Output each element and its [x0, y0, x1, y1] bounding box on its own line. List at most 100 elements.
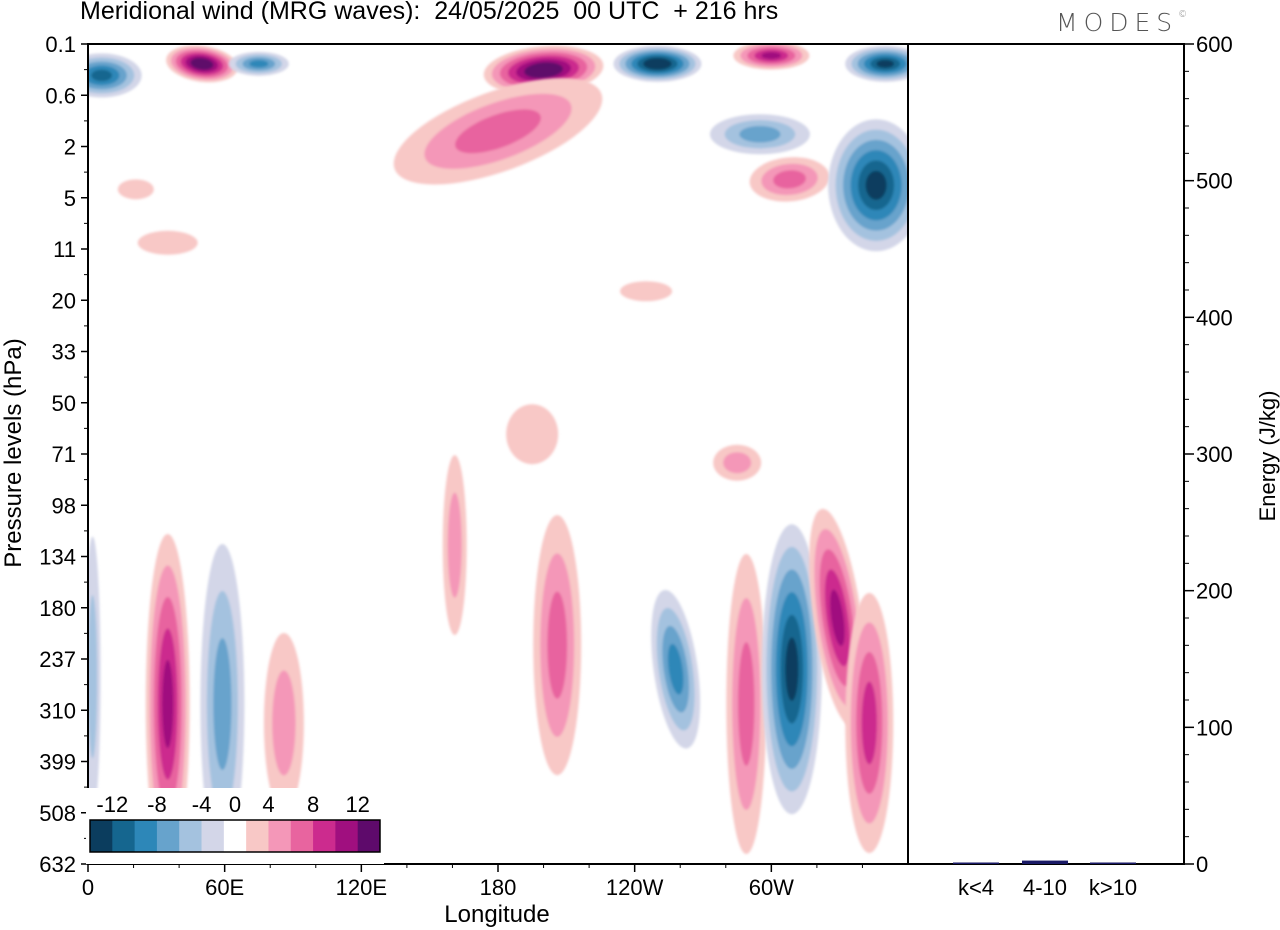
- x-tick-label: 60W: [749, 875, 794, 900]
- wind-feature: [393, 78, 603, 185]
- contour-band: [162, 659, 174, 749]
- x-tick-label: 120W: [606, 875, 664, 900]
- y-tick-label: 180: [39, 596, 76, 621]
- colorbar-swatch: [223, 820, 247, 852]
- y-tick-label: 5: [64, 186, 76, 211]
- contour-band: [649, 60, 666, 68]
- colorbar-swatch: [112, 820, 136, 852]
- y-tick-label: 20: [52, 288, 76, 313]
- contour-band: [620, 281, 673, 302]
- y-tick-label: 310: [39, 698, 76, 723]
- y-tick-label: 0.1: [45, 32, 76, 57]
- contour-band: [455, 109, 541, 154]
- contour-band: [739, 126, 781, 143]
- colorbar-swatch: [246, 820, 269, 852]
- y-tick-label: 33: [52, 340, 76, 365]
- wind-feature: [506, 404, 559, 465]
- energy-tick-label: 300: [1196, 442, 1233, 467]
- colorbar-swatch: [268, 820, 292, 852]
- wind-feature: [828, 119, 908, 252]
- energy-bar: [1022, 860, 1068, 864]
- colorbar-swatch: [357, 820, 381, 852]
- energy-category-label: k>10: [1089, 875, 1137, 900]
- wind-feature: [613, 45, 702, 82]
- contour-band: [447, 492, 462, 598]
- contour-band: [865, 170, 887, 200]
- contour-band: [667, 643, 684, 695]
- energy-axis-label: Energy (J/kg): [1255, 391, 1280, 522]
- logo-mark: ©: [1178, 10, 1188, 20]
- wind-feature: [263, 632, 304, 813]
- wind-feature: [533, 515, 582, 776]
- colorbar-tick-label: 4: [262, 792, 274, 817]
- y-tick-label: 0.6: [45, 83, 76, 108]
- colorbar-swatch: [179, 820, 203, 852]
- y-tick-label: 237: [39, 647, 76, 672]
- wind-feature: [200, 543, 245, 864]
- contour-band: [773, 170, 806, 189]
- contour-band: [88, 595, 98, 759]
- wind-feature: [166, 45, 238, 83]
- logo-text: MODES: [1056, 8, 1179, 37]
- wind-feature: [733, 44, 810, 70]
- colorbar-tick-label: -8: [147, 792, 167, 817]
- energy-category-label: k<4: [958, 875, 994, 900]
- colorbar-swatch: [313, 820, 336, 852]
- wind-feature: [145, 534, 190, 864]
- contour-band: [195, 60, 209, 68]
- colorbar-tick-label: 0: [229, 792, 241, 817]
- y-tick-label: 399: [39, 750, 76, 775]
- energy-tick-label: 400: [1196, 305, 1233, 330]
- contour-band: [117, 179, 154, 200]
- colorbar-swatch: [156, 820, 180, 852]
- axes-layer: 0.1 0.6 2 5 11 20 33 50 71 98 134 180 237 310 399 508 63…: [39, 32, 909, 900]
- energy-tick-label: 500: [1196, 169, 1233, 194]
- y-tick-label: 508: [39, 801, 76, 826]
- wind-feature: [88, 536, 101, 817]
- chart-title: Meridional wind (MRG waves): 24/05/2025 …: [80, 0, 779, 25]
- wind-feature: [651, 589, 701, 749]
- wind-feature: [845, 592, 894, 853]
- colorbar-swatch: [90, 820, 113, 852]
- contour-band: [506, 404, 559, 465]
- wind-feature: [749, 157, 830, 202]
- energy-category-label: 4-10: [1023, 875, 1067, 900]
- wind-feature: [117, 179, 154, 200]
- wind-feature: [228, 51, 289, 76]
- colorbar: -12 -8 -4 0 4 8 12: [86, 788, 384, 864]
- contour-band: [91, 69, 113, 82]
- wind-feature: [845, 45, 908, 82]
- x-tick-label: 0: [82, 875, 94, 900]
- contour-band: [213, 638, 232, 770]
- colorbar-frame: [89, 819, 381, 853]
- contour-band: [876, 59, 894, 68]
- colorbar-swatch: [134, 820, 158, 852]
- x-tick-label: 180: [480, 875, 517, 900]
- y-tick-label: 50: [52, 391, 76, 416]
- contour-band: [861, 681, 877, 765]
- contour-band: [137, 230, 198, 255]
- y-tick-label: 2: [64, 135, 76, 160]
- colorbar-tick-label: -12: [96, 792, 128, 817]
- y-axis-label: Pressure levels (hPa): [0, 338, 27, 567]
- wind-feature: [713, 444, 762, 481]
- y-tick-label: 632: [39, 852, 76, 877]
- contour-band: [249, 60, 269, 68]
- energy-tick-label: 100: [1196, 715, 1233, 740]
- y-tick-label: 71: [52, 442, 76, 467]
- colorbar-tick-label: -4: [192, 792, 212, 817]
- colorbar-tick-label: 12: [345, 792, 369, 817]
- wind-feature: [88, 53, 142, 98]
- contour-band: [785, 637, 799, 701]
- heatmap-layer: [88, 44, 908, 864]
- y-tick-label: 98: [52, 493, 76, 518]
- contour-band: [532, 65, 555, 75]
- wind-feature: [709, 114, 810, 155]
- wind-feature: [442, 455, 467, 636]
- wind-feature: [620, 281, 673, 302]
- wind-feature: [726, 553, 767, 854]
- energy-bar: [953, 862, 999, 864]
- energy-tick-label: 0: [1196, 852, 1208, 877]
- wind-feature: [137, 230, 198, 255]
